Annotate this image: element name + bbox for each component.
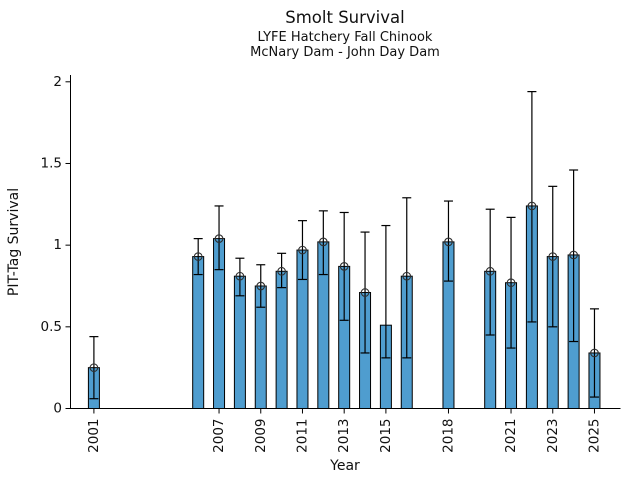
point-marker-2007: [214, 234, 224, 243]
y-axis-label: PIT-Tag Survival: [6, 187, 22, 297]
x-tick-label-2025: 2025: [586, 419, 602, 453]
x-tick-label-2013: 2013: [336, 419, 352, 453]
y-tick-label-1.5: 1.5: [41, 155, 62, 171]
point-marker-2008: [235, 271, 245, 281]
point-marker-2014: [360, 288, 370, 297]
bar-2010: [275, 270, 288, 410]
chart-subtitle-line1: LYFE Hatchery Fall Chinook: [257, 30, 433, 45]
point-marker-2006: [193, 252, 203, 261]
bar-2006: [192, 256, 205, 409]
y-tick-label-0: 0: [53, 401, 62, 417]
point-marker-2025: [590, 348, 599, 358]
x-tick-label-2023: 2023: [545, 419, 561, 453]
point-marker-2016: [402, 271, 412, 281]
x-axis-label: Year: [330, 458, 360, 474]
point-marker-2010: [277, 266, 286, 276]
y-tick-label-2: 2: [53, 74, 62, 90]
x-tick-label-2011: 2011: [294, 419, 310, 453]
point-marker-2021: [506, 278, 516, 288]
x-tick-label-2009: 2009: [253, 419, 269, 453]
y-tick-label-1: 1: [53, 237, 62, 253]
chart-subtitle-line2: McNary Dam - John Day Dam: [250, 45, 440, 60]
x-tick-label-2021: 2021: [503, 419, 519, 453]
point-marker-2013: [339, 262, 349, 271]
point-marker-2012: [318, 237, 328, 247]
chart-title: Smolt Survival: [285, 8, 405, 27]
y-tick-label-0.5: 0.5: [41, 319, 62, 335]
point-marker-2023: [548, 252, 558, 261]
point-marker-2001: [89, 363, 99, 373]
x-tick-label-2015: 2015: [378, 419, 394, 453]
point-marker-2009: [256, 281, 266, 291]
x-tick-label-2007: 2007: [211, 419, 227, 453]
point-marker-2011: [298, 245, 307, 255]
x-tick-label-2001: 2001: [86, 419, 102, 453]
point-marker-2018: [444, 237, 453, 247]
point-marker-2024: [569, 250, 578, 260]
x-tick-label-2018: 2018: [440, 419, 456, 453]
point-marker-2020: [485, 266, 495, 276]
point-marker-2022: [527, 201, 537, 211]
